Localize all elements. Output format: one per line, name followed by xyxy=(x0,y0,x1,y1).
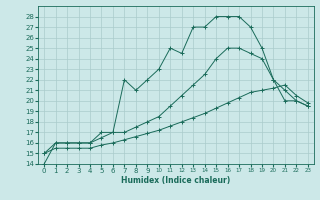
X-axis label: Humidex (Indice chaleur): Humidex (Indice chaleur) xyxy=(121,176,231,185)
